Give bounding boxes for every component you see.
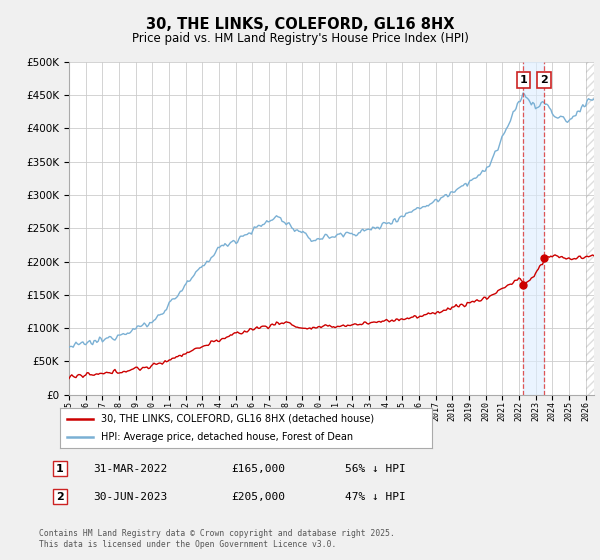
Text: 1: 1: [56, 464, 64, 474]
Text: 2: 2: [56, 492, 64, 502]
Bar: [586, 62, 600, 395]
Text: Price paid vs. HM Land Registry's House Price Index (HPI): Price paid vs. HM Land Registry's House …: [131, 32, 469, 45]
Text: 30, THE LINKS, COLEFORD, GL16 8HX (detached house): 30, THE LINKS, COLEFORD, GL16 8HX (detac…: [101, 414, 374, 424]
Text: £205,000: £205,000: [231, 492, 285, 502]
Text: 30, THE LINKS, COLEFORD, GL16 8HX: 30, THE LINKS, COLEFORD, GL16 8HX: [146, 17, 454, 32]
Text: Contains HM Land Registry data © Crown copyright and database right 2025.
This d: Contains HM Land Registry data © Crown c…: [39, 529, 395, 549]
Text: HPI: Average price, detached house, Forest of Dean: HPI: Average price, detached house, Fore…: [101, 432, 353, 442]
Text: 47% ↓ HPI: 47% ↓ HPI: [345, 492, 406, 502]
Text: 1: 1: [519, 75, 527, 85]
Text: 2: 2: [540, 75, 548, 85]
Bar: [523, 62, 544, 395]
Text: £165,000: £165,000: [231, 464, 285, 474]
Text: 31-MAR-2022: 31-MAR-2022: [93, 464, 167, 474]
Text: 56% ↓ HPI: 56% ↓ HPI: [345, 464, 406, 474]
Text: 30-JUN-2023: 30-JUN-2023: [93, 492, 167, 502]
